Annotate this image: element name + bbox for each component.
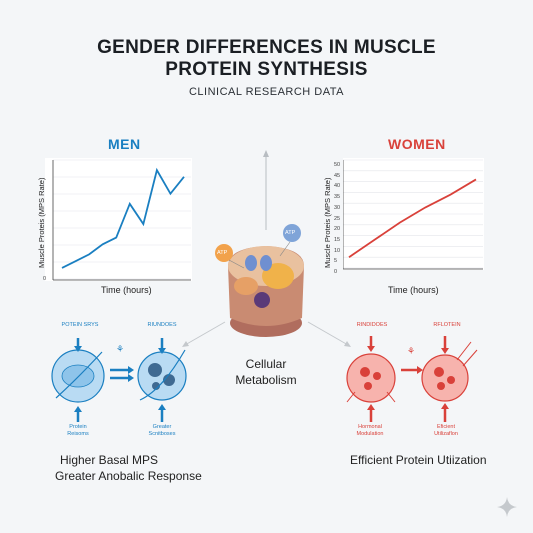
page-title-line1: GENDER DIFFERENCES IN MUSCLE [97, 37, 436, 58]
women-cell-left-dot-2 [373, 372, 381, 380]
women-y-tick: 45 [334, 172, 341, 179]
sparkle-icon [497, 497, 517, 517]
men-cell-left-inner [61, 364, 95, 388]
women-x-axis-label: Time (hours) [388, 285, 439, 295]
women-y-tick: 30 [334, 204, 341, 211]
women-cell-left-dot-3 [364, 382, 372, 390]
women-heading: WOMEN [388, 136, 446, 152]
men-chart-svg [52, 159, 191, 281]
women-label-bottom-right: Eficient Utilizaflon [434, 424, 458, 437]
connector-left-arrowhead [182, 341, 189, 347]
women-chart [342, 158, 484, 270]
men-cell-right-dot-3 [152, 382, 160, 390]
cell-illustration [215, 224, 304, 337]
women-hormone-icon: ⚘ [407, 346, 415, 356]
atp-right-circle [283, 224, 301, 242]
women-cell-right [421, 354, 469, 402]
women-y-tick: 35 [334, 194, 341, 201]
men-series-line [61, 167, 185, 269]
connector-right-arrowhead [344, 341, 351, 347]
atp-right-label: ATP [285, 230, 296, 236]
women-y-tick: 15 [334, 236, 341, 243]
men-cell-right-dot-1 [148, 363, 162, 377]
center-up-arrowhead [263, 150, 269, 157]
women-y-tick: 10 [334, 247, 341, 254]
women-cell-right-dot-1 [434, 367, 444, 377]
men-label-top-right: RIUNDOES [147, 322, 177, 328]
men-label-bottom-right: Greater Scnitboses [148, 424, 176, 437]
center-label-line1: Cellular [245, 357, 287, 371]
women-cell-left-dot-1 [360, 367, 370, 377]
men-diagram: ⚘ [51, 338, 187, 422]
women-label-top-right: RFLOTEIN [433, 322, 461, 328]
men-summary-line1: Higher Basal MPS [60, 453, 159, 467]
atp-right-link [279, 241, 291, 257]
men-y-tick-0: 0 [43, 276, 47, 282]
women-cell-left [346, 353, 396, 403]
men-summary-line2: Greater Anobalic Response [55, 469, 202, 483]
women-summary: Efficient Protein Utiization [350, 453, 487, 467]
women-label-top-left: RINDIDOES [356, 322, 388, 328]
atp-left-label: ATP [217, 250, 228, 256]
women-chart-svg [342, 159, 483, 270]
women-y-tick: 20 [334, 226, 341, 233]
men-x-axis-label: Time (hours) [101, 285, 152, 295]
cell-receptor-right [260, 255, 272, 271]
women-arrowhead-top-left [367, 346, 375, 352]
men-arrowhead-bottom-right [158, 404, 166, 410]
cell-receptor-left [245, 255, 257, 271]
women-cell-right-dot-3 [437, 382, 445, 390]
women-y-tick: 5 [334, 258, 338, 265]
women-scatter-arrow-1 [346, 391, 356, 403]
women-y-tick: 40 [334, 183, 341, 190]
women-scatter-arrow-3 [456, 341, 472, 361]
women-label-bottom-left: Hormonal Modulation [356, 424, 384, 437]
cell-nucleus [254, 292, 270, 308]
page-title-line2: PROTEIN SYNTHESIS [165, 59, 368, 80]
cell-organelle-orange [234, 277, 258, 295]
women-diagram: ⚘ [346, 336, 478, 422]
atp-left-link [228, 259, 245, 269]
women-scatter-arrow-2 [386, 391, 396, 403]
center-label-line2: Metabolism [235, 373, 297, 387]
men-arrowhead-top-right [158, 348, 166, 354]
men-heading: MEN [108, 136, 141, 152]
women-series-line [348, 178, 477, 258]
atp-left-circle [215, 244, 233, 262]
men-cell-left-curve [55, 351, 103, 399]
connector-left [184, 321, 226, 346]
women-arrowhead-top-right [441, 348, 449, 354]
cell-organelle-yellow [262, 263, 294, 289]
connector-right [307, 321, 349, 346]
men-cell-right-curve [139, 349, 186, 401]
women-scatter-arrow-4 [462, 349, 478, 367]
women-arrowhead-bottom-right [441, 403, 449, 409]
men-label-top-left: POTEIN SRYS [61, 322, 99, 328]
page-subtitle: CLINICAL RESEARCH DATA [188, 86, 345, 98]
men-arrowhead-bottom-left [74, 406, 82, 412]
men-label-bottom-left: Protein Reisoms [67, 424, 89, 437]
women-y-tick: 0 [334, 269, 338, 275]
men-arrowhead-mid-top [128, 366, 134, 374]
men-chart [45, 158, 192, 281]
women-cell-right-dot-2 [447, 376, 455, 384]
women-y-tick: 50 [334, 162, 341, 168]
men-receptor-icon: ⚘ [116, 344, 124, 354]
women-arrowhead-bottom-left [367, 404, 375, 410]
women-y-tick: 25 [334, 215, 341, 222]
men-arrowhead-mid-bottom [128, 374, 134, 382]
men-cell-right-dot-2 [163, 374, 175, 386]
men-arrowhead-top-left [74, 346, 82, 352]
women-arrowhead-mid [417, 366, 423, 374]
